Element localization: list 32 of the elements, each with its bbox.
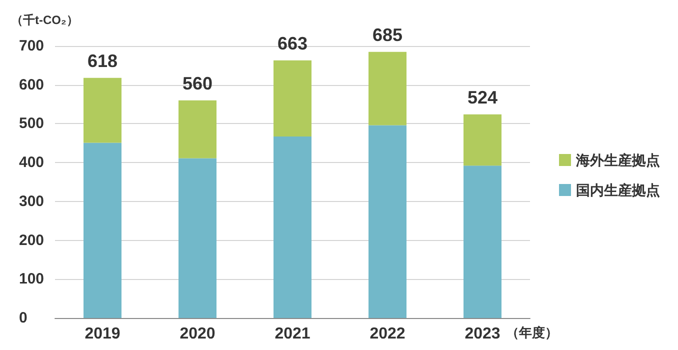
total-label: 685 (372, 24, 403, 45)
total-label: 618 (87, 50, 118, 71)
bar (464, 166, 502, 318)
bar (84, 78, 122, 143)
y-axis-title: （千t-CO₂） (11, 13, 78, 27)
x-tick-label: 2021 (274, 326, 310, 342)
bar (178, 100, 216, 158)
y-tick-label: 600 (19, 76, 44, 94)
y-tick-label: 300 (19, 192, 44, 210)
y-tick-label: 500 (19, 115, 44, 132)
bar (274, 136, 312, 318)
bar (178, 158, 216, 318)
legend-label: 国内生産拠点 (576, 182, 660, 198)
x-tick-label: 2020 (180, 326, 216, 342)
total-label: 524 (467, 87, 498, 108)
y-tick-label: 200 (19, 232, 44, 249)
bar (274, 60, 312, 137)
y-tick-label: 0 (19, 310, 28, 326)
bar (368, 52, 406, 126)
total-label: 560 (182, 73, 213, 94)
y-tick-label: 700 (19, 38, 44, 54)
x-tick-label: 2023 (464, 326, 500, 342)
total-label: 663 (277, 33, 308, 54)
x-axis-title: （年度） (506, 325, 558, 340)
legend-label: 海外生産拠点 (575, 152, 660, 168)
y-tick-label: 100 (19, 270, 44, 288)
y-tick-label: 400 (19, 154, 44, 172)
bar (368, 125, 406, 318)
x-tick-label: 2019 (84, 326, 120, 342)
x-tick-label: 2022 (370, 326, 406, 342)
bar (464, 114, 502, 166)
bar (84, 142, 122, 318)
